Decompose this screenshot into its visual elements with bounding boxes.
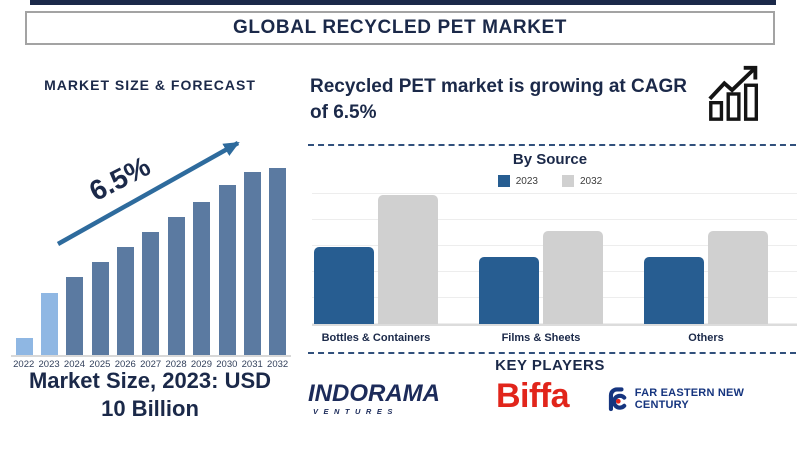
indorama-ventures-logo: INDORAMA VENTURES — [308, 380, 440, 416]
source-bar-2032-others — [708, 231, 768, 324]
forecast-bar-2024 — [66, 276, 84, 355]
forecast-bar-slot — [164, 146, 189, 355]
dashed-divider-bottom — [308, 352, 796, 354]
forecast-bar-2031 — [244, 171, 262, 355]
forecast-bar-2032 — [269, 168, 287, 355]
source-category-label: Bottles & Containers — [321, 332, 431, 344]
source-legend: 2023 2032 — [300, 175, 800, 187]
forecast-bar-2028 — [167, 216, 185, 355]
market-size-caption: Market Size, 2023: USD 10 Billion — [28, 368, 272, 421]
forecast-year-label: 2022 — [13, 359, 35, 370]
source-bar-group — [314, 195, 438, 324]
legend-label: 2023 — [515, 175, 538, 187]
market-size-forecast-heading: MARKET SIZE & FORECAST — [44, 77, 256, 93]
forecast-year-label: 2031 — [241, 359, 263, 370]
source-bar-2032-films-sheets — [543, 231, 603, 324]
forecast-year-label: 2025 — [89, 359, 111, 370]
cagr-headline: Recycled PET market is growing at CAGR o… — [310, 76, 687, 123]
forecast-bar-slot — [138, 146, 163, 355]
forecast-bar-slot — [265, 146, 290, 355]
forecast-bar-slot — [88, 146, 113, 355]
source-bar-2023-bottles-containers — [314, 246, 374, 324]
dashed-divider-top — [308, 144, 796, 146]
source-bar-group — [479, 231, 603, 324]
growth-chart-icon — [708, 65, 759, 121]
far-eastern-new-century-logo: FAR EASTERN NEW CENTURY — [605, 386, 800, 412]
forecast-bar-slot — [113, 146, 138, 355]
forecast-bar-slot — [189, 146, 214, 355]
forecast-year-labels: 2022 2023 2024 2025 2026 2027 2028 2029 2030 2031… — [11, 359, 291, 370]
source-bar-2023-others — [644, 256, 704, 324]
indorama-subtext: VENTURES — [313, 407, 398, 416]
forecast-year-label: 2027 — [140, 359, 162, 370]
forecast-bar-2022 — [15, 338, 33, 355]
forecast-year-label: 2026 — [114, 359, 136, 370]
title-box: GLOBAL RECYCLED PET MARKET — [25, 11, 775, 45]
forecast-bar-2023 — [40, 293, 58, 355]
forecast-bar-slot — [214, 146, 239, 355]
forecast-bar-2026 — [117, 246, 135, 355]
forecast-bar-slot — [62, 146, 87, 355]
legend-item-2023: 2023 — [497, 175, 538, 187]
forecast-bar-2029 — [193, 201, 211, 355]
forecast-year-label: 2030 — [216, 359, 238, 370]
legend-swatch — [562, 175, 574, 187]
forecast-bar-2030 — [218, 184, 236, 355]
source-category-label: Others — [688, 332, 724, 344]
forecast-year-label: 2024 — [63, 359, 86, 370]
forecast-year-label: 2032 — [267, 359, 289, 370]
legend-swatch — [497, 175, 510, 187]
biffa-logo: Biffa — [496, 377, 570, 415]
header-accent-bar — [30, 0, 776, 5]
legend-item-2032: 2032 — [562, 175, 602, 187]
forecast-year-label: 2029 — [190, 359, 212, 370]
forecast-year-label: 2023 — [38, 359, 60, 370]
indorama-wordmark: INDORAMA — [308, 380, 440, 407]
source-category-labels: Bottles & Containers Films & Sheets Others — [312, 332, 797, 344]
key-players-logos: INDORAMA VENTURES Biffa FAR EASTERN NEW … — [300, 377, 800, 427]
forecast-bar-chart — [11, 146, 291, 357]
fen-monogram-icon — [608, 387, 627, 412]
source-bar-group — [644, 231, 768, 324]
forecast-bar-2025 — [91, 261, 109, 355]
source-bar-2032-bottles-containers — [378, 195, 438, 324]
fen-wordmark: FAR EASTERN NEW CENTURY — [634, 387, 745, 411]
page-title: GLOBAL RECYCLED PET MARKET — [232, 17, 568, 38]
by-source-title: By Source — [512, 151, 588, 168]
source-category-label: Films & Sheets — [501, 332, 581, 344]
growth-trend-arrow — [56, 141, 240, 246]
legend-label: 2032 — [580, 175, 603, 187]
forecast-year-label: 2028 — [165, 359, 187, 370]
forecast-bar-slot — [37, 146, 62, 355]
forecast-bar-slot — [240, 146, 265, 355]
key-players-title: KEY PLAYERS — [495, 357, 605, 374]
by-source-bar-chart — [312, 193, 797, 326]
forecast-bar-2027 — [142, 231, 160, 355]
source-bar-2023-films-sheets — [479, 256, 539, 324]
forecast-bar-slot — [11, 146, 36, 355]
